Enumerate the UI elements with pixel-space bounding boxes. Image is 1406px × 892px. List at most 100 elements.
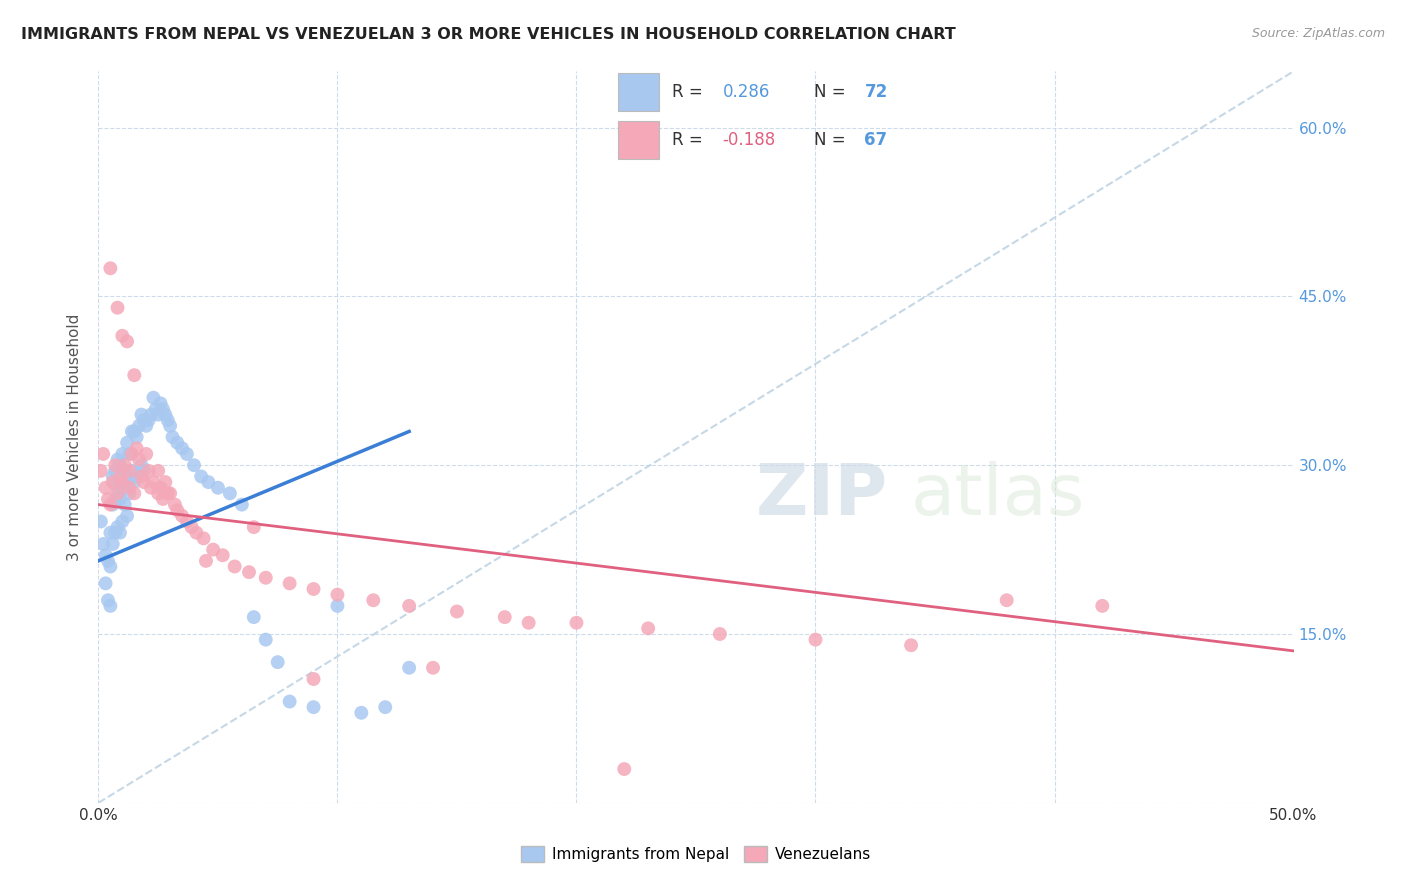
Point <box>115 475 138 489</box>
Point <box>422 661 444 675</box>
Text: Source: ZipAtlas.com: Source: ZipAtlas.com <box>1251 27 1385 40</box>
Point <box>211 548 233 562</box>
Point <box>152 491 174 506</box>
Point <box>278 694 301 708</box>
Point <box>517 615 540 630</box>
Point <box>224 559 246 574</box>
Point <box>159 486 181 500</box>
Point <box>156 413 179 427</box>
Point <box>131 469 153 483</box>
Point <box>115 334 138 349</box>
Point <box>186 525 208 540</box>
Point <box>125 442 148 456</box>
Point <box>98 559 122 574</box>
Point <box>101 475 124 489</box>
Point <box>231 498 253 512</box>
Point <box>163 498 186 512</box>
Point <box>302 582 325 596</box>
Point <box>148 408 170 422</box>
Text: atlas: atlas <box>911 461 1085 530</box>
Point <box>111 447 134 461</box>
Point <box>114 464 136 478</box>
Point <box>166 435 188 450</box>
Point <box>124 368 146 383</box>
Point <box>107 520 129 534</box>
Point <box>326 599 349 613</box>
Point <box>197 475 219 489</box>
Point <box>121 425 143 439</box>
Point <box>156 486 179 500</box>
Point <box>107 301 129 315</box>
Point <box>108 458 131 473</box>
Point <box>149 481 172 495</box>
Point <box>152 401 174 416</box>
Point <box>138 413 160 427</box>
Point <box>97 491 120 506</box>
Point <box>142 391 165 405</box>
Point <box>104 458 127 473</box>
Point <box>118 447 141 461</box>
Point <box>155 475 177 489</box>
Point <box>446 605 468 619</box>
Point <box>107 452 129 467</box>
Point <box>172 508 194 523</box>
Point <box>128 418 150 433</box>
Point <box>243 610 266 624</box>
Point <box>195 554 218 568</box>
Point <box>145 401 167 416</box>
Text: N =: N = <box>814 84 851 102</box>
Point <box>125 430 148 444</box>
Point <box>98 261 122 276</box>
Point <box>326 588 349 602</box>
Legend: Immigrants from Nepal, Venezuelans: Immigrants from Nepal, Venezuelans <box>515 840 877 868</box>
Point <box>804 632 827 647</box>
Point <box>135 418 157 433</box>
Point <box>111 515 134 529</box>
Point <box>124 425 146 439</box>
Point <box>995 593 1018 607</box>
Point <box>135 447 157 461</box>
Point <box>900 638 922 652</box>
Point <box>149 396 172 410</box>
Point <box>132 475 155 489</box>
Point <box>278 576 301 591</box>
Text: R =: R = <box>672 84 709 102</box>
Point <box>166 503 188 517</box>
Point <box>125 469 148 483</box>
Point <box>148 486 170 500</box>
Point <box>180 520 202 534</box>
Point <box>111 481 134 495</box>
Text: ZIP: ZIP <box>756 461 889 530</box>
Y-axis label: 3 or more Vehicles in Household: 3 or more Vehicles in Household <box>67 313 83 561</box>
Point <box>302 700 325 714</box>
Point <box>254 571 277 585</box>
Point <box>115 435 138 450</box>
Point <box>111 475 134 489</box>
Point <box>637 621 659 635</box>
Point <box>190 469 212 483</box>
Point <box>108 469 131 483</box>
Point <box>193 532 215 546</box>
Point <box>219 486 242 500</box>
Point <box>107 481 129 495</box>
Point <box>254 632 277 647</box>
Point <box>613 762 636 776</box>
Point <box>350 706 373 720</box>
Point <box>118 481 141 495</box>
Text: IMMIGRANTS FROM NEPAL VS VENEZUELAN 3 OR MORE VEHICLES IN HOUSEHOLD CORRELATION : IMMIGRANTS FROM NEPAL VS VENEZUELAN 3 OR… <box>21 27 956 42</box>
Point <box>94 576 117 591</box>
Point <box>94 548 117 562</box>
Point <box>97 593 120 607</box>
Point <box>131 408 153 422</box>
Point <box>98 525 122 540</box>
Point <box>114 458 136 473</box>
Text: 0.286: 0.286 <box>723 84 770 102</box>
Point <box>90 515 112 529</box>
Point <box>374 700 396 714</box>
Point <box>90 464 112 478</box>
Point <box>118 486 141 500</box>
Text: N =: N = <box>814 130 851 148</box>
Text: 72: 72 <box>865 84 887 102</box>
Point <box>159 418 181 433</box>
Point <box>104 525 127 540</box>
